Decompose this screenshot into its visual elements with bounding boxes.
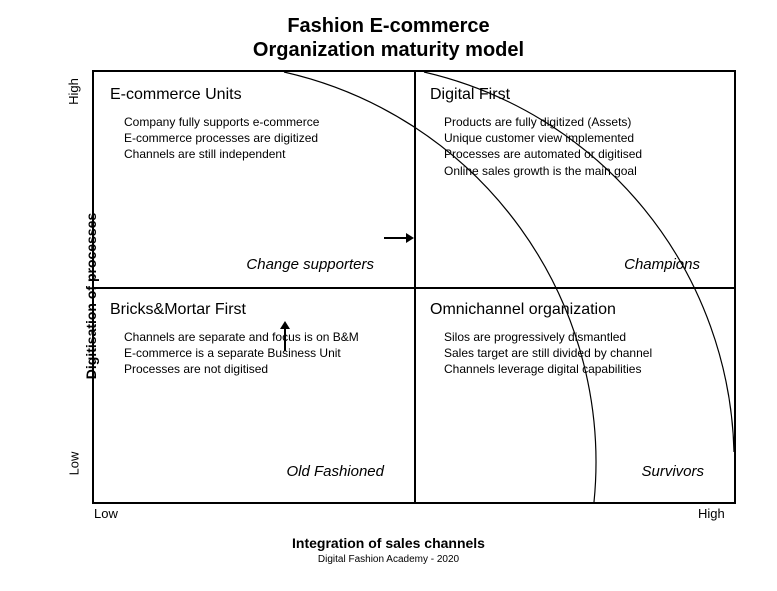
x-axis-low: Low bbox=[94, 506, 118, 521]
desc-line: Sales target are still divided by channe… bbox=[444, 345, 720, 361]
quadrant-omnichannel: Omnichannel organization Silos are progre… bbox=[414, 287, 734, 502]
quadrant-description: Company fully supports e-commerceE-comme… bbox=[124, 114, 400, 163]
title-line-1: Fashion E-commerce bbox=[0, 14, 777, 38]
desc-line: Processes are automated or digitised bbox=[444, 146, 720, 162]
quadrant-title: Digital First bbox=[430, 86, 720, 104]
desc-line: Company fully supports e-commerce bbox=[124, 114, 400, 130]
quadrant-title: Bricks&Mortar First bbox=[110, 301, 400, 319]
progress-arrow-up-icon bbox=[284, 327, 286, 351]
chart-title: Fashion E-commerce Organization maturity… bbox=[0, 14, 777, 62]
quadrant-persona: Change supporters bbox=[246, 256, 374, 273]
desc-line: E-commerce processes are digitized bbox=[124, 130, 400, 146]
quadrant-title: E-commerce Units bbox=[110, 86, 400, 104]
x-axis-high: High bbox=[698, 506, 725, 521]
y-axis-low: Low bbox=[66, 452, 81, 476]
quadrant-digital-first: Digital First Products are fully digitize… bbox=[414, 72, 734, 287]
desc-line: Channels leverage digital capabilities bbox=[444, 361, 720, 377]
quadrant-description: Products are fully digitized (Assets)Uni… bbox=[444, 114, 720, 179]
quadrant-ecommerce-units: E-commerce Units Company fully supports e… bbox=[94, 72, 414, 287]
title-line-2: Organization maturity model bbox=[0, 38, 777, 62]
quadrant-persona: Survivors bbox=[641, 463, 704, 480]
matrix-frame: E-commerce Units Company fully supports e… bbox=[92, 70, 736, 504]
desc-line: Online sales growth is the main goal bbox=[444, 163, 720, 179]
quadrant-description: Channels are separate and focus is on B&… bbox=[124, 329, 400, 378]
desc-line: Channels are separate and focus is on B&… bbox=[124, 329, 400, 345]
desc-line: Unique customer view implemented bbox=[444, 130, 720, 146]
desc-line: E-commerce is a separate Business Unit bbox=[124, 345, 400, 361]
progress-arrow-right-icon bbox=[384, 237, 412, 239]
desc-line: Processes are not digitised bbox=[124, 361, 400, 377]
quadrant-bricks-mortar-first: Bricks&Mortar First Channels are separate… bbox=[94, 287, 414, 502]
desc-line: Channels are still independent bbox=[124, 146, 400, 162]
desc-line: Products are fully digitized (Assets) bbox=[444, 114, 720, 130]
quadrant-description: Silos are progressively dismantledSales … bbox=[444, 329, 720, 378]
y-axis-high: High bbox=[66, 78, 81, 105]
quadrant-persona: Champions bbox=[624, 256, 700, 273]
desc-line: Silos are progressively dismantled bbox=[444, 329, 720, 345]
x-axis-label: Integration of sales channels bbox=[292, 535, 485, 551]
footer-credit: Digital Fashion Academy - 2020 bbox=[318, 554, 459, 565]
quadrant-persona: Old Fashioned bbox=[286, 463, 384, 480]
quadrant-title: Omnichannel organization bbox=[430, 301, 720, 319]
